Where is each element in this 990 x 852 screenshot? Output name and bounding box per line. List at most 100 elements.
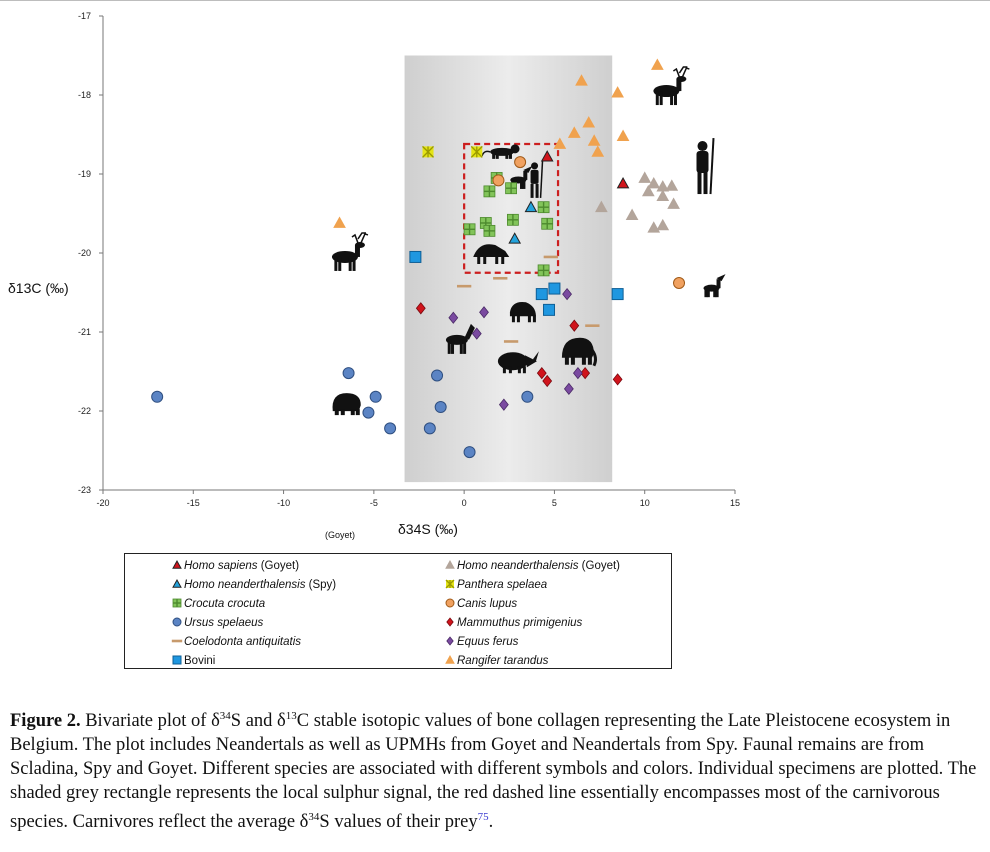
caption-text-2: S and δ [230,711,286,732]
caption-sup-2: 13 [285,710,297,722]
point-crocuta-crocuta [483,224,496,237]
carnivore-dashed-box [463,142,560,274]
point-ursus-spelaeus [369,390,382,403]
point-equus-ferus [572,366,583,380]
point-ursus-spelaeus [342,367,355,380]
legend-label: Coelodonta antiquitatis [184,636,301,648]
legend-item-homo-sapiens-goyet: Homo sapiens (Goyet) [172,559,299,572]
point-equus-ferus [563,382,574,396]
caption-label: Figure 2. [10,711,81,732]
point-mammuthus-primigenius [569,319,580,332]
point-coelodonta-antiquitatis [543,255,558,259]
legend-marker [172,559,182,569]
point-ursus-spelaeus [434,401,447,414]
point-homo-neanderthalensis-goyet [665,179,679,191]
point-rangifer-tarandus [575,74,588,86]
point-rangifer-tarandus [333,216,346,228]
point-homo-neanderthalensis-goyet [595,200,608,213]
point-bovini [611,288,624,301]
legend-label: Mammuthus primigenius [457,617,583,629]
legend-marker [445,579,455,589]
point-crocuta-crocuta [463,223,476,236]
y-tick-label: -20 [78,248,91,258]
point-crocuta-crocuta [506,213,519,226]
legend-item-crocuta-crocuta: Crocuta crocuta [172,598,265,610]
legend-box: Homo sapiens (Goyet) Homo neanderthalensi… [124,553,672,669]
legend-marker [172,617,182,627]
point-panthera-spelaea [470,145,483,158]
x-tick-label: 10 [640,498,650,508]
point-mammuthus-primigenius [612,373,623,386]
point-rangifer-tarandus [582,116,596,128]
y-tick-label: -22 [78,406,91,416]
legend-marker [172,655,182,665]
x-tick-label: 5 [552,498,557,508]
page-top-rule [0,0,990,1]
legend-item-mammuthus-primigenius: Mammuthus primigenius [446,617,583,629]
horse-icon [445,323,475,354]
x-axis-title: δ34S (‰) [398,521,458,537]
legend-marker [445,598,455,608]
x-tick-label: -5 [370,498,378,508]
y-axis-title: δ13C (‰) [8,280,69,296]
bison-icon [509,301,536,323]
point-coelodonta-antiquitatis [585,324,600,327]
y-tick-label: -21 [78,327,91,337]
point-rangifer-tarandus [611,86,624,98]
mammoth-icon [561,337,597,367]
legend-marker [445,654,455,664]
point-rangifer-tarandus [567,126,581,138]
caption-sup-1: 34 [219,710,231,722]
point-ursus-spelaeus [521,390,534,403]
point-crocuta-crocuta [483,185,496,198]
hyena-icon [473,244,510,264]
point-crocuta-crocuta [537,264,550,277]
point-rangifer-tarandus [616,129,630,141]
point-bovini [543,303,556,316]
legend-label: Ursus spelaeus [184,617,264,629]
point-equus-ferus [562,287,572,301]
legend-item-ursus-spelaeus: Ursus spelaeus [172,617,264,629]
legend-label: Homo sapiens (Goyet) [184,560,299,572]
point-bovini [409,250,422,263]
legend-label: Bovini [184,655,215,667]
point-equus-ferus [448,311,459,324]
point-homo-neanderthalensis-goyet [647,221,661,233]
neanderthal-icon [696,137,715,195]
x-tick-label: -10 [277,498,290,508]
bear-icon [332,393,361,416]
legend-item-equus-ferus: Equus ferus [446,636,519,648]
reindeer-icon [331,232,369,271]
x-tick-label: -15 [187,498,200,508]
caption-sup-3: 34 [308,811,320,824]
legend-label: Equus ferus [457,636,519,648]
legend-item-homo-neanderthalensis-goyet: Homo neanderthalensis (Goyet) [445,559,620,572]
legend-item-panthera-spelaea: Panthera spelaea [445,579,547,591]
point-homo-neanderthalensis-goyet [656,189,670,202]
point-rangifer-tarandus [651,58,664,70]
legend-item-bovini: Bovini [172,655,215,667]
legend-marker [172,578,182,588]
point-ursus-spelaeus [151,390,164,403]
point-canis-lupus [492,174,505,187]
y-tick-label: -18 [78,90,91,100]
point-bovini [535,288,548,301]
point-homo-sapiens-goyet [616,176,630,189]
x-tick-label: -20 [96,498,109,508]
human-with-spear-icon [530,159,544,198]
x-tick-label: 0 [462,498,467,508]
y-tick-label: -19 [78,169,91,179]
legend-marker [445,559,455,569]
legend-label: Panthera spelaea [457,579,547,591]
legend-item-homo-neanderthalensis-spy: Homo neanderthalensis (Spy) [172,578,336,591]
point-coelodonta-antiquitatis [456,284,472,288]
caption-reference-link[interactable]: 75 [477,811,489,824]
point-homo-neanderthalensis-goyet [656,218,670,231]
reindeer-icon [653,66,690,106]
caption-text-3: C stable isotopic values of bone collage… [10,711,977,833]
legend-marker [446,617,454,627]
legend: Homo sapiens (Goyet) Homo neanderthalensi… [171,559,620,667]
legend-item-coelodonta-antiquitatis: Coelodonta antiquitatis [171,636,301,648]
point-homo-neanderthalensis-goyet [641,184,655,197]
point-homo-neanderthalensis-spy [524,200,538,213]
